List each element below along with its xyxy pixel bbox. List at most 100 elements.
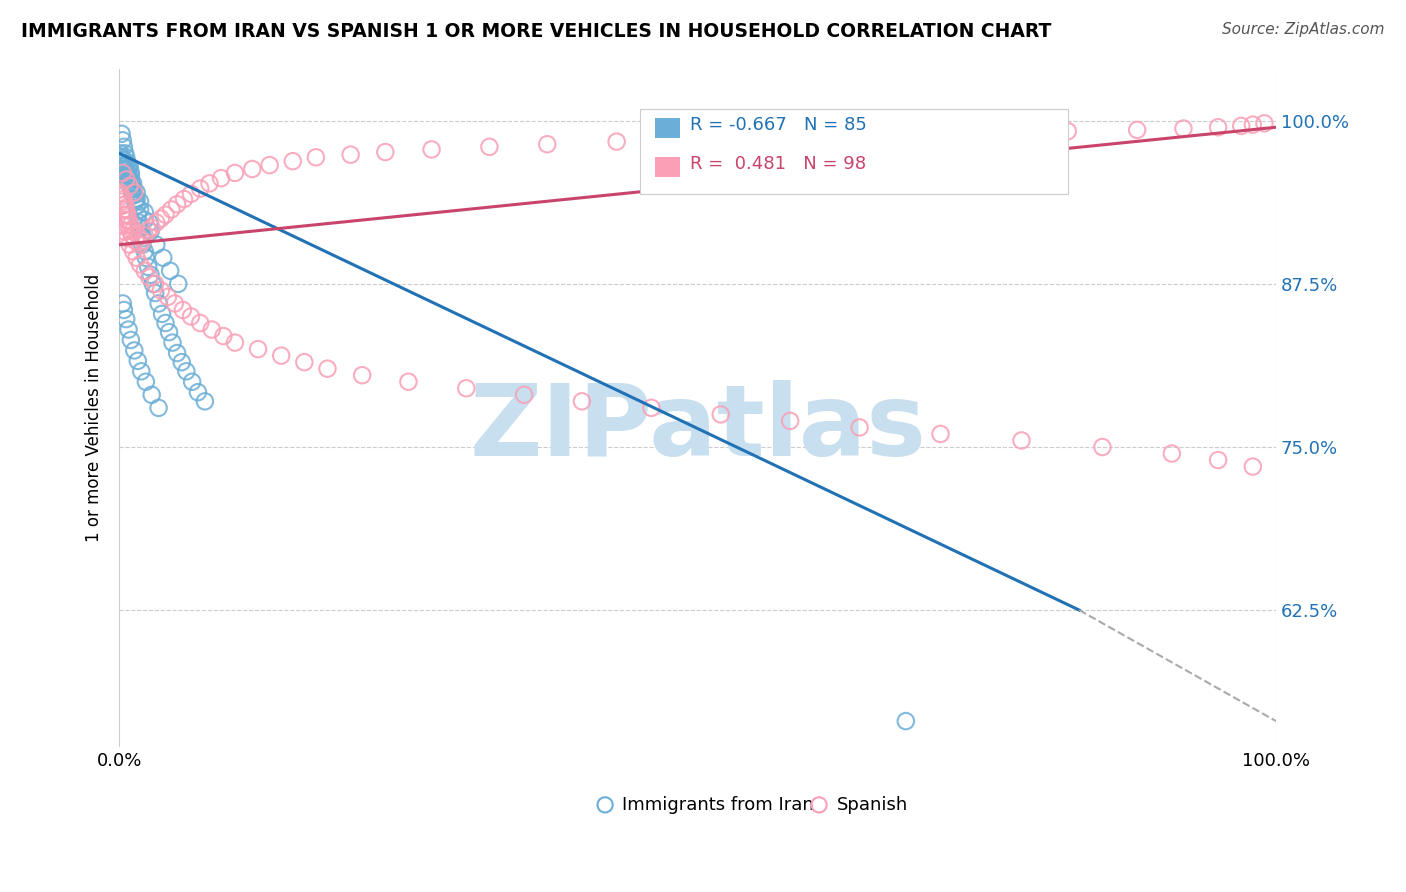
Point [420, 143, 443, 157]
Point [143, 285, 166, 300]
Point [166, 346, 188, 360]
Point [120, 218, 142, 232]
Point [129, 257, 152, 271]
Point [160, 202, 183, 217]
Point [114, 197, 136, 211]
Point [112, 140, 135, 154]
Point [148, 296, 170, 310]
Point [138, 270, 160, 285]
Point [115, 312, 138, 326]
Point [929, 426, 952, 441]
Point [1091, 440, 1114, 454]
Point [1241, 459, 1264, 474]
Point [127, 354, 149, 368]
Point [118, 175, 141, 189]
Point [305, 150, 328, 164]
Point [894, 714, 917, 728]
Point [157, 325, 180, 339]
Point [121, 186, 143, 200]
Point [129, 220, 152, 235]
Point [120, 172, 142, 186]
Point [112, 161, 135, 176]
Point [456, 381, 478, 395]
Point [129, 364, 152, 378]
Point [1056, 124, 1078, 138]
Point [122, 177, 145, 191]
Point [187, 385, 209, 400]
Y-axis label: 1 or more Vehicles in Household: 1 or more Vehicles in Household [86, 274, 103, 542]
Point [860, 127, 883, 141]
Point [201, 322, 224, 336]
Point [162, 335, 184, 350]
Point [149, 284, 172, 298]
Point [1241, 118, 1264, 132]
Point [166, 197, 188, 211]
Point [150, 307, 173, 321]
Point [118, 178, 141, 193]
Point [155, 316, 177, 330]
Point [118, 160, 141, 174]
Point [120, 166, 142, 180]
Point [170, 355, 193, 369]
Text: Immigrants from Iran: Immigrants from Iran [623, 796, 814, 814]
Point [117, 213, 139, 227]
Point [115, 213, 138, 227]
Point [124, 234, 146, 248]
Point [240, 161, 263, 176]
Point [111, 133, 134, 147]
Point [111, 296, 134, 310]
Point [138, 215, 160, 229]
Point [134, 244, 156, 259]
Point [111, 218, 134, 232]
Point [571, 394, 593, 409]
Point [224, 166, 246, 180]
Point [134, 205, 156, 219]
Point [145, 237, 167, 252]
Point [848, 420, 870, 434]
Point [111, 155, 134, 169]
FancyBboxPatch shape [655, 118, 681, 138]
Point [117, 155, 139, 169]
Point [111, 198, 134, 212]
Point [127, 208, 149, 222]
Point [141, 388, 163, 402]
Point [117, 208, 139, 222]
Point [316, 361, 339, 376]
Point [112, 192, 135, 206]
Point [114, 166, 136, 180]
Point [212, 329, 235, 343]
Point [259, 158, 281, 172]
Point [110, 146, 132, 161]
Point [1126, 123, 1149, 137]
Point [111, 153, 134, 167]
Point [125, 251, 148, 265]
Point [768, 129, 790, 144]
Point [536, 137, 558, 152]
Point [117, 161, 139, 175]
Point [131, 234, 153, 248]
Point [129, 202, 152, 217]
Point [117, 322, 139, 336]
Point [292, 355, 315, 369]
Point [127, 228, 149, 243]
Point [112, 302, 135, 317]
Point [124, 186, 146, 200]
Point [513, 388, 536, 402]
Text: ZIPatlas: ZIPatlas [470, 380, 927, 476]
Point [115, 172, 138, 186]
Point [124, 343, 146, 358]
Point [114, 208, 136, 222]
Point [374, 145, 396, 159]
Point [198, 177, 221, 191]
Point [1173, 121, 1195, 136]
Point [1160, 446, 1182, 460]
Point [117, 218, 139, 232]
Point [124, 188, 146, 202]
Point [121, 228, 143, 243]
Point [180, 186, 202, 201]
Point [159, 264, 181, 278]
Point [134, 228, 156, 243]
Point [339, 147, 361, 161]
Text: R =  0.481   N = 98: R = 0.481 N = 98 [689, 154, 866, 172]
Point [176, 364, 198, 378]
